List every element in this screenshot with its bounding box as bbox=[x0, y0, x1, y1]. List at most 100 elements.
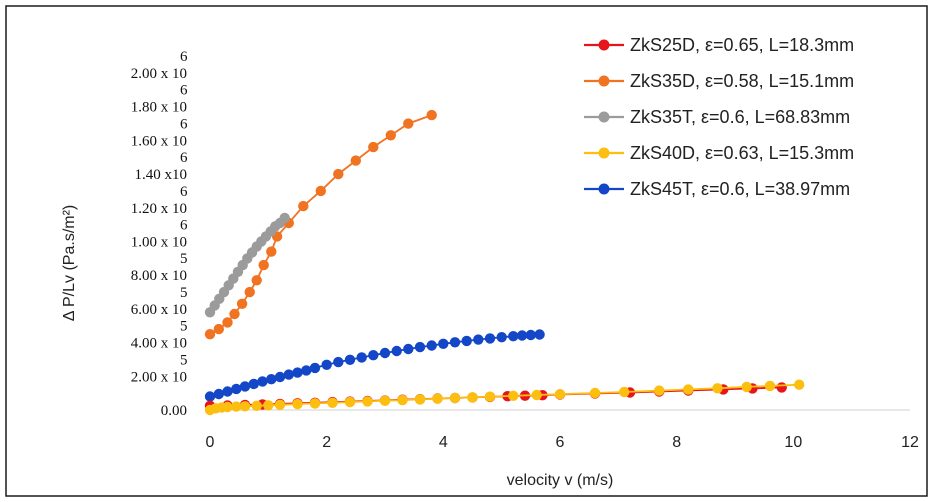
legend-label: ZkS35T, ε=0.6, L=68.83mm bbox=[630, 107, 850, 127]
legend-label: ZkS35D, ε=0.58, L=15.1mm bbox=[630, 71, 854, 91]
data-point bbox=[619, 386, 630, 398]
data-point bbox=[257, 376, 268, 387]
data-point bbox=[379, 347, 391, 359]
data-point bbox=[461, 335, 472, 347]
y-tick-exponent: 6 bbox=[180, 150, 188, 166]
data-point bbox=[274, 399, 286, 410]
legend-marker bbox=[598, 147, 610, 159]
data-point bbox=[438, 338, 449, 349]
data-point bbox=[426, 109, 437, 121]
data-point bbox=[333, 356, 344, 368]
data-point bbox=[403, 343, 414, 355]
data-point bbox=[712, 383, 723, 394]
data-point bbox=[473, 334, 484, 345]
legend-item: ZkS40D, ε=0.63, L=15.3mm bbox=[584, 143, 854, 163]
data-point bbox=[229, 308, 240, 320]
data-point bbox=[467, 392, 478, 403]
y-tick-label: 1.00 x 10 bbox=[131, 235, 187, 251]
x-tick-label: 4 bbox=[439, 434, 448, 451]
data-point bbox=[484, 391, 496, 402]
data-point bbox=[344, 396, 356, 408]
series-layer bbox=[204, 109, 805, 416]
data-point bbox=[350, 155, 361, 166]
x-tick-label: 8 bbox=[672, 434, 681, 451]
y-tick-label: 0.00 bbox=[161, 403, 187, 419]
data-point bbox=[484, 333, 496, 344]
y-axis-label: Δ P/Lv (Pa.s/m²) bbox=[61, 205, 78, 321]
series-2 bbox=[204, 212, 290, 318]
x-tick-label: 12 bbox=[901, 434, 919, 451]
data-point bbox=[449, 337, 461, 348]
data-point bbox=[301, 365, 312, 376]
data-point bbox=[683, 384, 694, 395]
y-tick-label: 8.00 x 10 bbox=[131, 268, 187, 284]
data-point bbox=[391, 345, 402, 357]
data-point bbox=[741, 381, 752, 393]
data-point bbox=[309, 362, 321, 374]
data-point bbox=[248, 378, 259, 390]
y-tick-label: 2.00 x 10 bbox=[131, 66, 187, 82]
y-tick-label: 6.00 x 10 bbox=[131, 302, 187, 318]
y-tick-label: 2.00 x 10 bbox=[131, 369, 187, 385]
data-point bbox=[432, 393, 443, 404]
data-point bbox=[327, 397, 338, 408]
data-point bbox=[356, 352, 367, 363]
data-point bbox=[508, 390, 519, 401]
chart-frame bbox=[5, 5, 928, 497]
data-point bbox=[263, 400, 274, 411]
data-point bbox=[251, 400, 262, 411]
data-point bbox=[333, 168, 344, 180]
data-point bbox=[222, 401, 233, 413]
data-point bbox=[239, 381, 251, 392]
y-tick-label: 1.60 x 10 bbox=[131, 133, 187, 149]
data-point bbox=[292, 398, 303, 410]
data-point bbox=[426, 340, 437, 351]
data-point bbox=[283, 369, 294, 380]
data-point bbox=[213, 388, 224, 400]
y-tick-exponent: 6 bbox=[180, 49, 188, 65]
data-point bbox=[244, 286, 255, 298]
x-tick-label: 0 bbox=[206, 434, 215, 451]
data-point bbox=[344, 354, 356, 365]
data-point bbox=[204, 391, 216, 402]
data-point bbox=[251, 275, 262, 286]
data-point bbox=[397, 394, 408, 406]
data-point bbox=[449, 392, 461, 404]
data-point bbox=[794, 379, 805, 390]
data-point bbox=[258, 259, 269, 271]
data-point bbox=[764, 380, 776, 392]
y-tick-exponent: 5 bbox=[180, 319, 188, 335]
legend-marker bbox=[598, 75, 610, 87]
y-tick-label: 1.80 x 10 bbox=[131, 100, 187, 116]
legend-item: ZkS45T, ε=0.6, L=38.97mm bbox=[584, 179, 850, 199]
legend-item: ZkS35T, ε=0.6, L=68.83mm bbox=[584, 107, 850, 127]
data-point bbox=[266, 374, 277, 385]
data-point bbox=[274, 371, 286, 383]
data-point bbox=[534, 329, 545, 340]
data-point bbox=[231, 383, 242, 395]
y-tick-exponent: 6 bbox=[180, 184, 188, 200]
data-point bbox=[315, 185, 326, 197]
data-point bbox=[776, 382, 787, 393]
data-point bbox=[236, 298, 248, 309]
data-point bbox=[414, 341, 426, 353]
data-point bbox=[309, 398, 321, 409]
data-point bbox=[414, 394, 426, 405]
data-point bbox=[239, 401, 251, 412]
data-point bbox=[222, 386, 233, 397]
legend-label: ZkS25D, ε=0.65, L=18.3mm bbox=[630, 35, 854, 55]
legend: ZkS25D, ε=0.65, L=18.3mm ZkS35D, ε=0.58, … bbox=[584, 35, 854, 199]
data-point bbox=[362, 396, 373, 407]
x-axis-label: velocity v (m/s) bbox=[507, 472, 614, 489]
data-point bbox=[554, 389, 566, 400]
legend-item: ZkS35D, ε=0.58, L=15.1mm bbox=[584, 71, 854, 91]
data-point bbox=[231, 401, 242, 412]
data-point bbox=[368, 141, 379, 153]
legend-label: ZkS40D, ε=0.63, L=15.3mm bbox=[630, 143, 854, 163]
data-point bbox=[385, 130, 396, 141]
series-4 bbox=[204, 329, 545, 402]
data-point bbox=[508, 331, 519, 342]
data-point bbox=[379, 395, 391, 406]
